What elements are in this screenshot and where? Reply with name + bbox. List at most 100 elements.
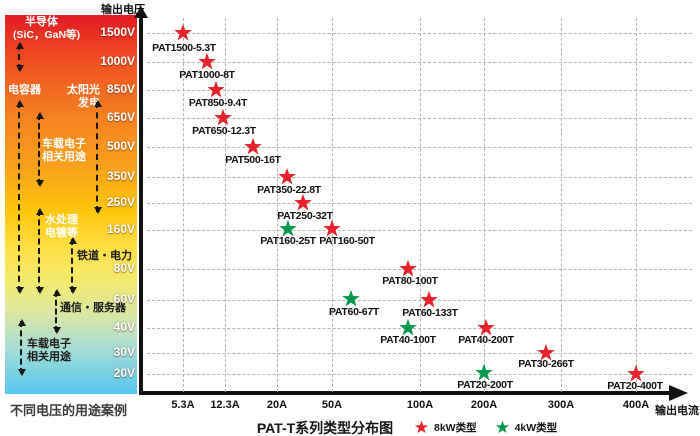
v-gridline <box>420 18 421 392</box>
automotive-b-range <box>18 319 26 376</box>
v-gridline <box>636 18 637 392</box>
legend-item-4kw: 4kW类型 <box>495 420 558 435</box>
y-tick-label: 60V <box>113 292 135 306</box>
data-point-star-PAT160-50T <box>323 219 341 237</box>
data-point-star-PAT20-200T <box>475 363 493 381</box>
data-point-star-PAT500-16T <box>244 137 262 155</box>
y-tick-label: 20V <box>113 366 135 380</box>
v-gridline <box>183 18 184 392</box>
x-axis-arrow-icon <box>669 385 688 401</box>
data-point-star-PAT160-25T <box>279 219 297 237</box>
data-point-label: PAT40-200T <box>458 334 514 346</box>
data-point-label: PAT650-12.3T <box>192 125 256 137</box>
usage-label-railway: 铁道・电力 <box>77 250 132 262</box>
data-point-label: PAT30-266T <box>518 358 574 370</box>
h-gridline <box>147 90 692 91</box>
h-gridline <box>147 269 692 270</box>
y-tick-label: 160V <box>106 222 135 236</box>
y-tick-label: 850V <box>106 82 135 96</box>
y-tick-label: 350V <box>106 169 135 183</box>
x-tick-label: 200A <box>470 399 498 411</box>
v-gridline <box>277 18 278 392</box>
y-tick-label: 30V <box>113 345 135 359</box>
usage-label-automotive-b1: 车载电子 <box>27 338 71 350</box>
h-gridline <box>147 118 692 119</box>
usage-label-water-2: 电镀等 <box>45 227 78 239</box>
data-point-star-PAT850-9.4T <box>207 80 225 98</box>
data-point-star-PAT30-266T <box>537 343 555 361</box>
data-point-label: PAT160-25T <box>260 235 316 247</box>
data-point-star-PAT650-12.3T <box>214 108 232 126</box>
x-axis-line <box>139 391 671 395</box>
usage-label-semiconductor-2: (SiC，GaN等) <box>13 29 81 41</box>
data-point-label: PAT1000-8T <box>179 69 235 81</box>
y-tick-label: 500V <box>106 139 135 153</box>
usage-label-automotive-a1: 车载电子 <box>42 138 86 150</box>
usage-label-semiconductor: 半导体 <box>25 16 58 28</box>
usage-label-capacitor: 电容器 <box>8 84 41 96</box>
railway-range <box>69 237 77 294</box>
capacitor-range <box>16 100 24 294</box>
data-point-label: PAT80-100T <box>382 275 438 287</box>
data-point-label: PAT20-400T <box>607 380 663 392</box>
usage-label-telecom: 通信・服务器 <box>60 302 126 314</box>
h-gridline <box>147 353 692 354</box>
usage-label-solar-1: 太阳光 <box>67 84 100 96</box>
voltage-usage-gradient-panel <box>5 15 137 394</box>
y-tick-label: 1500V <box>100 25 135 39</box>
data-point-star-PAT250-32T <box>294 193 312 211</box>
green-star-icon <box>495 420 509 434</box>
data-point-label: PAT850-9.4T <box>188 97 248 109</box>
v-gridline <box>332 18 333 392</box>
solar-range <box>94 100 102 214</box>
h-gridline <box>147 203 692 204</box>
semiconductor-range <box>16 42 24 72</box>
usage-label-water-1: 水处理 <box>45 214 78 226</box>
x-tick-label: 300A <box>547 399 575 411</box>
x-tick-label: 50A <box>321 399 343 411</box>
data-point-star-PAT20-400T <box>627 364 645 382</box>
chart-title: PAT-T系列类型分布图 <box>256 420 394 436</box>
x-tick-label: 20A <box>266 399 288 411</box>
data-point-star-PAT1000-8T <box>198 52 216 70</box>
red-star-icon <box>414 420 429 434</box>
y-tick-label: 80V <box>113 261 135 275</box>
x-axis-title: 输出电流 <box>655 405 699 417</box>
h-gridline <box>147 300 692 301</box>
v-gridline <box>225 18 226 392</box>
v-gridline <box>561 18 562 392</box>
data-point-label: PAT40-100T <box>380 334 436 346</box>
data-point-label: PAT60-67T <box>328 306 380 318</box>
x-tick-label: 5.3A <box>171 399 195 411</box>
usage-label-automotive-b2: 相关用途 <box>27 351 71 363</box>
data-point-star-PAT80-100T <box>399 259 417 277</box>
y-axis-line <box>139 16 143 394</box>
data-point-star-PAT350-22.8T <box>278 167 296 185</box>
h-gridline <box>147 230 692 231</box>
h-gridline <box>147 62 692 63</box>
data-point-star-PAT60-67T <box>342 289 360 307</box>
y-tick-label: 650V <box>106 110 135 124</box>
h-gridline <box>147 147 692 148</box>
h-gridline <box>147 374 692 375</box>
water-range <box>36 208 44 294</box>
h-gridline <box>147 177 692 178</box>
legend-label-8kw: 8kW类型 <box>434 422 477 434</box>
automotive-a-range <box>36 112 44 187</box>
legend-item-8kw: 8kW类型 <box>414 420 477 435</box>
data-point-label: PAT500-16T <box>225 154 281 166</box>
data-point-label: PAT250-32T <box>277 210 333 222</box>
data-point-star-PAT40-100T <box>399 318 417 336</box>
data-point-label: PAT60-133T <box>402 307 458 319</box>
legend-label-4kw: 4kW类型 <box>514 422 558 434</box>
y-tick-label: 1000V <box>100 54 135 68</box>
legend: 8kW类型 4kW类型 <box>414 420 567 435</box>
y-tick-label: 40V <box>113 320 135 334</box>
usage-caption: 不同电压的用途案例 <box>10 403 128 418</box>
h-gridline <box>147 328 692 329</box>
data-point-star-PAT60-133T <box>420 290 438 308</box>
data-point-star-PAT40-200T <box>477 318 495 336</box>
